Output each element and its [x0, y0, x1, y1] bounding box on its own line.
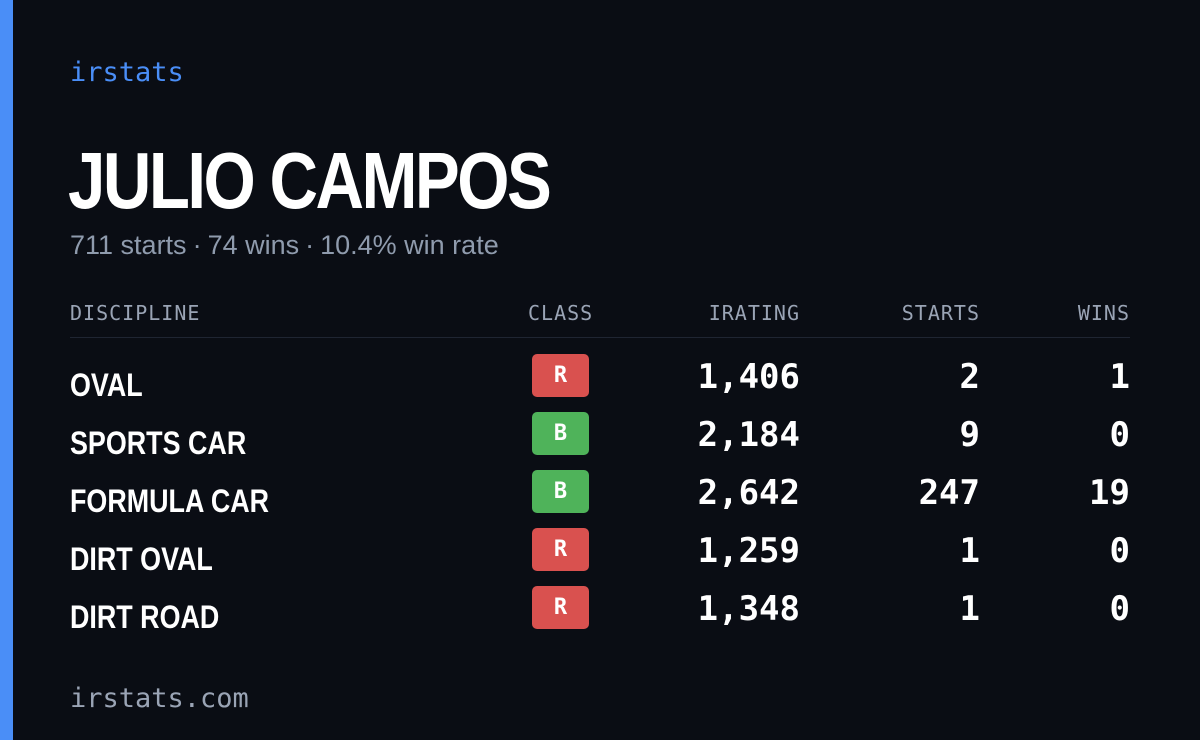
- win-rate-summary: 10.4% win rate: [320, 230, 499, 260]
- table-row: OVAL R 1,406 2 1: [70, 349, 1130, 407]
- header-irating: IRATING: [708, 301, 800, 325]
- wins-value: 1: [1109, 357, 1130, 397]
- accent-bar: [0, 0, 13, 740]
- irating-value: 2,642: [697, 473, 800, 513]
- discipline-name: OVAL: [70, 367, 143, 403]
- starts-value: 1: [959, 531, 980, 571]
- discipline-name: DIRT OVAL: [70, 541, 213, 577]
- table-header: DISCIPLINE CLASS IRATING STARTS WINS: [70, 300, 1130, 338]
- discipline-name: SPORTS CAR: [70, 425, 247, 461]
- discipline-name: DIRT ROAD: [70, 599, 220, 635]
- header-discipline: DISCIPLINE: [70, 301, 201, 325]
- wins-summary: 74 wins: [207, 230, 300, 260]
- wins-value: 0: [1109, 531, 1130, 571]
- class-badge: B: [532, 470, 589, 513]
- class-badge: R: [532, 586, 589, 629]
- header-starts: STARTS: [901, 301, 980, 325]
- starts-value: 247: [918, 473, 980, 513]
- driver-name: JULIO CAMPOS: [68, 136, 552, 225]
- class-badge: R: [532, 528, 589, 571]
- starts-value: 1: [959, 589, 980, 629]
- starts-value: 2: [959, 357, 980, 397]
- header-class: CLASS: [528, 301, 594, 325]
- irating-value: 1,259: [697, 531, 800, 571]
- table-row: DIRT ROAD R 1,348 1 0: [70, 581, 1130, 639]
- discipline-table: OVAL R 1,406 2 1 SPORTS CAR B 2,184 9 0 …: [70, 349, 1130, 639]
- wins-value: 0: [1109, 589, 1130, 629]
- wins-value: 19: [1089, 473, 1130, 513]
- starts-summary: 711 starts: [70, 230, 187, 260]
- table-row: FORMULA CAR B 2,642 247 19: [70, 465, 1130, 523]
- summary-separator: ·: [192, 230, 202, 260]
- brand-logo: irstats: [70, 57, 184, 88]
- irating-value: 1,406: [697, 357, 800, 397]
- table-row: SPORTS CAR B 2,184 9 0: [70, 407, 1130, 465]
- irating-value: 2,184: [697, 415, 800, 455]
- summary-separator: ·: [305, 230, 315, 260]
- starts-value: 9: [959, 415, 980, 455]
- class-badge: B: [532, 412, 589, 455]
- class-badge: R: [532, 354, 589, 397]
- driver-summary: 711 starts · 74 wins · 10.4% win rate: [70, 228, 499, 262]
- discipline-name: FORMULA CAR: [70, 483, 270, 519]
- wins-value: 0: [1109, 415, 1130, 455]
- table-row: DIRT OVAL R 1,259 1 0: [70, 523, 1130, 581]
- footer-url: irstats.com: [70, 683, 249, 714]
- header-wins: WINS: [1077, 301, 1130, 325]
- irating-value: 1,348: [697, 589, 800, 629]
